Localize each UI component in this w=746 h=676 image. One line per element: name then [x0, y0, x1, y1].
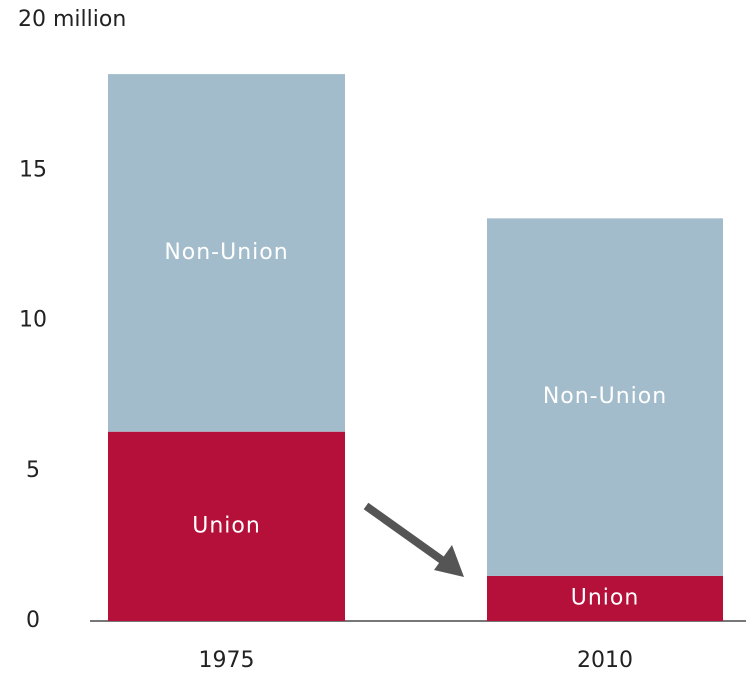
y-tick-label: 10 [19, 308, 47, 333]
bar-segment [487, 218, 723, 576]
y-tick-label: 20 million [18, 7, 126, 32]
y-tick-label: 0 [26, 608, 40, 633]
segment-label: Union [571, 585, 640, 610]
segment-label: Union [192, 513, 261, 538]
segment-label: Non-Union [164, 240, 288, 265]
segment-label: Non-Union [543, 384, 667, 409]
arrow [363, 502, 464, 577]
bar-segment [487, 575, 723, 621]
y-tick-label: 15 [19, 157, 47, 182]
bar-segment [108, 74, 345, 432]
x-tick-label: 1975 [199, 648, 255, 673]
y-tick-label: 5 [26, 458, 40, 483]
bar-segment [108, 431, 345, 621]
x-tick-label: 2010 [577, 648, 633, 673]
